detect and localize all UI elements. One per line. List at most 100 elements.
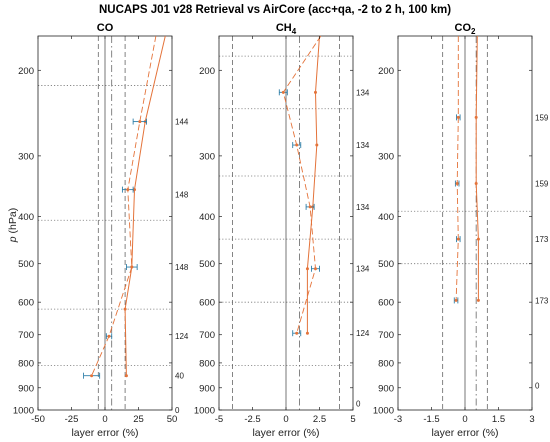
y-axis-label: p (hPa) (7, 208, 19, 243)
co2-x-tick-label-3: 1.5 (492, 414, 505, 425)
co-error-bar-1 (121, 186, 134, 193)
co-error-bar-center-0 (138, 120, 142, 124)
co2-solid-point-0 (474, 115, 478, 119)
panels: CO-50 -25 0 25 50200300400500600700800900100… (13, 22, 549, 439)
co2-sample-count-3: 173 (535, 296, 549, 305)
co2-sample-count-0: 159 (535, 113, 549, 122)
co-y-tick-label-6: 800 (18, 358, 34, 369)
co2-solid-point-3 (476, 298, 480, 302)
co-y-tick-label-7: 900 (18, 383, 34, 394)
ch4-x-tick-label-1: -2.5 (244, 414, 260, 425)
ch4-y-tick-label-3: 500 (199, 259, 215, 270)
co2-error-bar-center-0 (456, 115, 460, 119)
co-x-tick-label-3: 25 (133, 414, 144, 425)
ch4-y-tick-label-0: 200 (199, 66, 215, 77)
ch4-y-tick-label-2: 400 (199, 212, 215, 223)
ch4-error-bar-2 (305, 203, 315, 210)
ch4-error-bar-center-4 (295, 331, 299, 335)
co-error-bar-4 (83, 372, 101, 379)
ch4-y-tick-label-8: 1000 (194, 406, 215, 417)
ch4-panel: CH4 -5 -2.5 0 2.5 5 200 300 400 500 600 700 800 900 10… (194, 22, 370, 439)
ch4-sample-count-1: 134 (356, 141, 370, 150)
co-sample-count-0: 144 (175, 118, 189, 127)
co-sample-count-5: 0 (175, 406, 180, 415)
ch4-error-bar-center-3 (313, 267, 317, 271)
co2-error-bar-2 (456, 236, 461, 243)
co2-y-tick-label-0: 200 (378, 66, 394, 77)
co-panel: CO-50 -25 0 25 50200300400500600700800900100… (13, 22, 189, 439)
ch4-sample-count-3: 134 (356, 265, 370, 274)
co-y-tick-label-1: 300 (18, 151, 34, 162)
co2-error-bar-3 (453, 297, 459, 304)
ch4-error-bar-center-0 (281, 90, 285, 94)
ch4-error-bar-4 (292, 330, 302, 337)
co-error-bar-center-3 (107, 334, 111, 338)
ch4-y-tick-label-5: 700 (199, 330, 215, 341)
ch4-sample-count-2: 134 (356, 203, 370, 212)
ch4-series-solid (306, 35, 320, 334)
co2-sample-count-1: 159 (535, 180, 549, 189)
co2-y-tick-label-3: 500 (378, 259, 394, 270)
co2-solid-point-1 (474, 182, 478, 186)
ch4-y-tick-label-1: 300 (199, 151, 215, 162)
co-solid-point-1 (132, 188, 136, 192)
co-sample-count-2: 148 (175, 263, 189, 272)
ch4-x-tick-label-0: -5 (215, 414, 223, 425)
ch4-x-axis-label: layer error (%) (252, 427, 319, 439)
ch4-error-bar-0 (278, 89, 288, 96)
co-y-tick-label-2: 400 (18, 212, 34, 223)
ch4-series-dashed (282, 35, 322, 334)
co2-panel: CO2 -3 -1.5 0 1.5 3 200 300 400 500 600 700 800 900 10… (373, 22, 549, 439)
co2-error-bar-center-3 (454, 298, 458, 302)
co2-error-bar-center-2 (456, 237, 460, 241)
co2-y-tick-label-1: 300 (378, 151, 394, 162)
ch4-sample-count-0: 134 (356, 88, 370, 97)
ch4-y-tick-label-6: 800 (199, 358, 215, 369)
co2-x-tick-label-2: 0 (462, 414, 467, 425)
figure-title: NUCAPS J01 v28 Retrieval vs AirCore (acc… (99, 4, 451, 16)
co2-y-tick-label-8: 1000 (373, 406, 394, 417)
co-sample-count-1: 148 (175, 190, 189, 199)
ch4-sample-count-4: 124 (356, 329, 370, 338)
co-error-bar-center-1 (126, 188, 130, 192)
co-y-tick-label-3: 500 (18, 259, 34, 270)
co-y-tick-label-5: 700 (18, 330, 34, 341)
co-error-bar-center-2 (130, 265, 134, 269)
co-y-tick-label-8: 1000 (13, 406, 34, 417)
co2-x-tick-label-1: -1.5 (423, 414, 439, 425)
co-solid-point-3 (123, 307, 127, 311)
ch4-error-bar-1 (292, 142, 302, 149)
co2-x-tick-label-4: 3 (529, 414, 534, 425)
co2-y-tick-label-6: 800 (378, 358, 394, 369)
co-error-bar-0 (132, 118, 147, 125)
ch4-error-bar-3 (311, 265, 320, 272)
co2-panel-title: CO2 (455, 22, 477, 36)
co-sample-count-3: 124 (175, 332, 189, 341)
co2-y-tick-label-2: 400 (378, 212, 394, 223)
co-series-dashed (91, 35, 157, 376)
co-panel-title: CO (97, 22, 114, 34)
ch4-error-bar-center-2 (308, 205, 312, 209)
co-series-solid (124, 35, 166, 376)
co2-x-axis-label: layer error (%) (431, 427, 498, 439)
ch4-solid-point-4 (305, 331, 309, 335)
ch4-x-tick-label-3: 2.5 (313, 414, 326, 425)
co-error-bar-2 (125, 264, 138, 271)
ch4-y-tick-label-7: 900 (199, 383, 215, 394)
ch4-y-tick-label-4: 600 (199, 298, 215, 309)
co2-x-tick-label-0: -3 (394, 414, 402, 425)
co2-panel-title-main: CO (455, 22, 472, 34)
co2-y-tick-label-5: 700 (378, 330, 394, 341)
ch4-panel-title-subscript: 4 (292, 27, 297, 36)
ch4-x-tick-label-2: 0 (283, 414, 288, 425)
co-error-bar-3 (105, 333, 113, 340)
co-error-bar-center-4 (90, 374, 94, 378)
co-panel-title-main: CO (97, 22, 114, 34)
co2-error-bar-0 (456, 114, 461, 121)
co-sample-count-4: 40 (175, 372, 184, 381)
co-x-tick-label-1: -25 (65, 414, 79, 425)
co-x-axis-label: layer error (%) (71, 427, 138, 439)
co-y-tick-label-4: 600 (18, 298, 34, 309)
co2-y-tick-label-7: 900 (378, 383, 394, 394)
